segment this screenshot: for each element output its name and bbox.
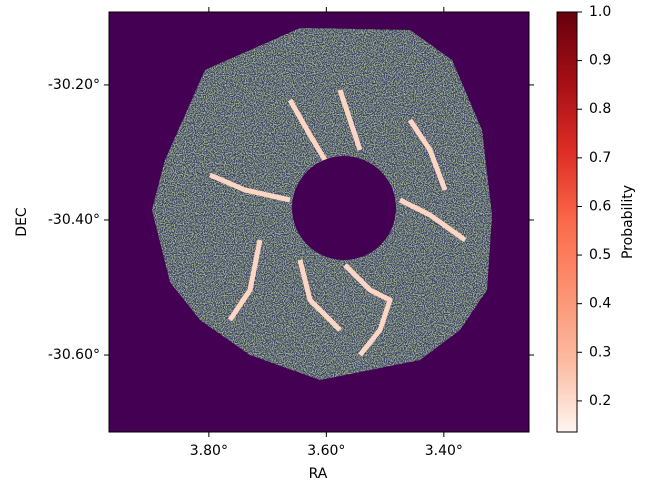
colorbar-tick-label: 0.4	[589, 296, 611, 312]
x-tick-label: 3.40°	[425, 443, 463, 459]
colorbar	[557, 12, 577, 432]
colorbar-tick-label: 1.0	[589, 4, 611, 20]
colorbar-tick-label: 0.8	[589, 101, 611, 117]
masked-region	[292, 156, 396, 260]
colorbar-tick-label: 0.6	[589, 198, 611, 214]
x-tick-label: 3.80°	[190, 443, 228, 459]
colorbar-tick-label: 0.7	[589, 150, 611, 166]
x-tick-label: 3.60°	[307, 443, 345, 459]
y-axis-label: DEC	[14, 207, 30, 237]
x-axis-label: RA	[309, 466, 328, 482]
colorbar-tick-label: 0.2	[589, 393, 611, 409]
y-tick-label: -30.60°	[48, 347, 100, 363]
colorbar-tick-label: 0.3	[589, 344, 611, 360]
colorbar-tick-label: 0.5	[589, 247, 611, 263]
y-tick-label: -30.40°	[48, 212, 100, 228]
y-tick-label: -30.20°	[48, 77, 100, 93]
colorbar-label: Probability	[620, 185, 636, 259]
chart: RA DEC Probability 3.80° 3.60° 3.40° -30.20…	[0, 0, 660, 483]
colorbar-tick-label: 0.9	[589, 53, 611, 69]
